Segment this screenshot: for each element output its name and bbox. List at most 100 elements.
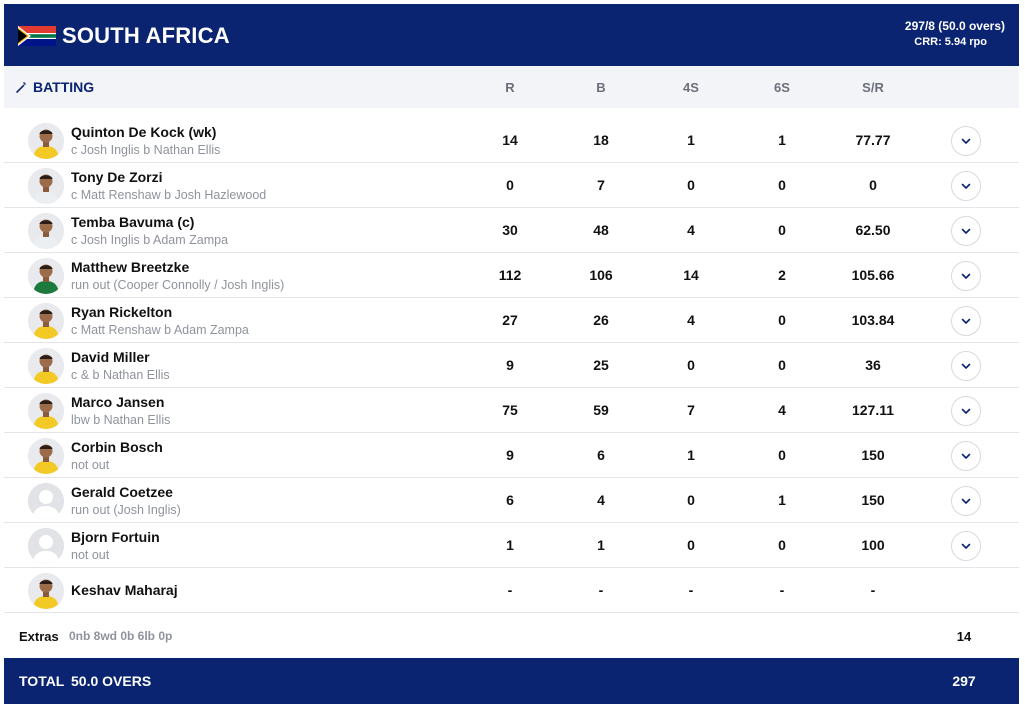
expand-row-button[interactable] <box>951 486 981 516</box>
chevron-down-icon <box>961 228 971 234</box>
sixes-cell: 1 <box>778 492 786 508</box>
chevron-down-icon <box>961 138 971 144</box>
expand-row-button[interactable] <box>951 126 981 156</box>
runs-cell: 6 <box>506 492 514 508</box>
chevron-down-icon <box>961 318 971 324</box>
balls-cell: 4 <box>597 492 605 508</box>
strike-rate-cell: - <box>870 582 876 598</box>
player-avatar <box>28 168 64 204</box>
fours-cell: 0 <box>687 537 695 553</box>
balls-cell: 1 <box>597 537 605 553</box>
chevron-down-icon <box>961 273 971 279</box>
batter-name[interactable]: Temba Bavuma (c) <box>71 214 195 230</box>
batter-name[interactable]: Bjorn Fortuin <box>71 529 160 545</box>
fours-cell: 0 <box>687 357 695 373</box>
fours-cell: 7 <box>687 402 695 418</box>
balls-cell: 48 <box>593 222 609 238</box>
strike-rate-cell: 77.77 <box>855 132 891 148</box>
batter-name[interactable]: Gerald Coetzee <box>71 484 173 500</box>
runs-cell: 14 <box>502 132 518 148</box>
batter-name[interactable]: Corbin Bosch <box>71 439 163 455</box>
chevron-down-icon <box>961 363 971 369</box>
batter-row[interactable]: Ryan Rickelton c Matt Renshaw b Adam Zamp… <box>4 298 1019 343</box>
person-silhouette-icon <box>28 528 64 564</box>
expand-row-button[interactable] <box>951 306 981 336</box>
expand-row-button[interactable] <box>951 261 981 291</box>
chevron-down-icon <box>961 453 971 459</box>
current-run-rate: CRR: 5.94 rpo <box>914 36 987 48</box>
player-avatar <box>28 213 64 249</box>
strike-rate-cell: 100 <box>861 537 885 553</box>
sixes-cell: 0 <box>778 537 786 553</box>
batter-row[interactable]: David Miller c & b Nathan Ellis 9 25 0 0 36 <box>4 343 1019 388</box>
team-header: SOUTH AFRICA 297/8 (50.0 overs) CRR: 5.9… <box>4 4 1019 66</box>
player-avatar <box>28 573 64 609</box>
batter-row[interactable]: Bjorn Fortuin not out 1 1 0 0 100 <box>4 523 1019 568</box>
runs-cell: - <box>507 582 513 598</box>
expand-row-button[interactable] <box>951 351 981 381</box>
fours-cell: 1 <box>687 447 695 463</box>
batter-name[interactable]: Quinton De Kock (wk) <box>71 124 217 140</box>
sixes-cell: 0 <box>778 177 786 193</box>
sixes-cell: 0 <box>778 312 786 328</box>
dismissal-text: lbw b Nathan Ellis <box>71 413 171 427</box>
batter-row[interactable]: Matthew Breetzke run out (Cooper Connolly… <box>4 253 1019 298</box>
total-overs: 50.0 OVERS <box>71 673 152 689</box>
expand-row-button[interactable] <box>951 441 981 471</box>
expand-row-button[interactable] <box>951 216 981 246</box>
total-label: TOTAL <box>19 673 65 689</box>
runs-cell: 9 <box>506 357 514 373</box>
person-silhouette-icon <box>28 483 64 519</box>
dismissal-text: c Matt Renshaw b Josh Hazlewood <box>71 188 267 202</box>
sixes-cell: 0 <box>778 222 786 238</box>
dismissal-text: not out <box>71 458 110 472</box>
fours-cell: 14 <box>683 267 699 283</box>
sixes-cell: 4 <box>778 402 786 418</box>
batting-table: Quinton De Kock (wk) c Josh Inglis b Nath… <box>4 118 1019 613</box>
expand-row-button[interactable] <box>951 531 981 561</box>
batter-name[interactable]: Marco Jansen <box>71 394 165 410</box>
strike-rate-cell: 103.84 <box>851 312 895 328</box>
runs-cell: 112 <box>498 267 522 283</box>
player-avatar <box>28 303 64 339</box>
player-avatar <box>28 258 64 294</box>
fours-cell: 4 <box>687 222 695 238</box>
expand-row-button[interactable] <box>951 396 981 426</box>
player-avatar <box>28 438 64 474</box>
strike-rate-cell: 62.50 <box>855 222 891 238</box>
south-africa-flag-icon <box>18 26 56 46</box>
batter-name[interactable]: Matthew Breetzke <box>71 259 190 275</box>
expand-row-button[interactable] <box>951 171 981 201</box>
fours-cell: 1 <box>687 132 695 148</box>
batter-row[interactable]: Gerald Coetzee run out (Josh Inglis) 6 4 0 1 1… <box>4 478 1019 523</box>
dismissal-text: not out <box>71 548 110 562</box>
runs-cell: 30 <box>502 222 518 238</box>
batter-name[interactable]: Tony De Zorzi <box>71 169 163 185</box>
chevron-down-icon <box>961 408 971 414</box>
dismissal-text: run out (Josh Inglis) <box>71 503 181 517</box>
dismissal-text: c & b Nathan Ellis <box>71 368 170 382</box>
runs-cell: 9 <box>506 447 514 463</box>
extras-row: Extras 0nb 8wd 0b 6lb 0p 14 <box>4 614 1019 658</box>
batter-row[interactable]: Temba Bavuma (c) c Josh Inglis b Adam Zam… <box>4 208 1019 253</box>
batter-row[interactable]: Quinton De Kock (wk) c Josh Inglis b Nath… <box>4 118 1019 163</box>
strike-rate-cell: 0 <box>869 177 877 193</box>
runs-cell: 1 <box>506 537 514 553</box>
batter-row[interactable]: Tony De Zorzi c Matt Renshaw b Josh Hazle… <box>4 163 1019 208</box>
batter-row[interactable]: Keshav Maharaj - - - - - <box>4 568 1019 613</box>
batter-name[interactable]: Ryan Rickelton <box>71 304 173 320</box>
runs-cell: 75 <box>502 402 518 418</box>
batter-row[interactable]: Corbin Bosch not out 9 6 1 0 150 <box>4 433 1019 478</box>
extras-total: 14 <box>956 629 972 644</box>
section-label-batting: BATTING <box>33 79 95 95</box>
batter-name[interactable]: David Miller <box>71 349 150 365</box>
team-score: 297/8 (50.0 overs) <box>904 19 1005 33</box>
batting-column-header: BATTING R B 4S 6S S/R <box>4 66 1019 108</box>
batter-row[interactable]: Marco Jansen lbw b Nathan Ellis 75 59 7 4 127.… <box>4 388 1019 433</box>
sixes-cell: - <box>779 582 785 598</box>
sixes-cell: 1 <box>778 132 786 148</box>
batter-name[interactable]: Keshav Maharaj <box>71 582 178 598</box>
balls-cell: 7 <box>597 177 605 193</box>
column-header-strike-rate: S/R <box>862 80 884 95</box>
strike-rate-cell: 127.11 <box>851 402 895 418</box>
